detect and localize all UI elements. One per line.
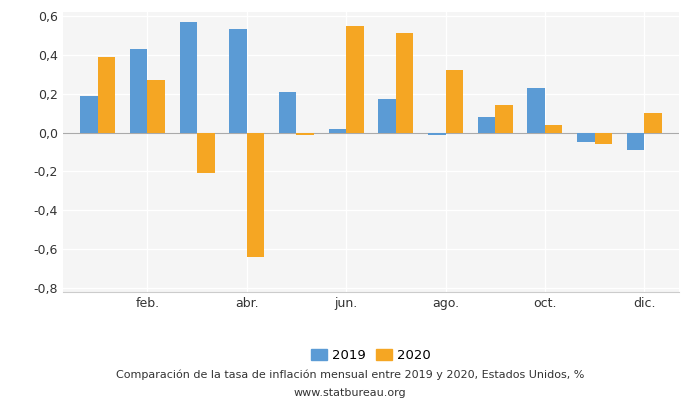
Bar (545, 125, 562, 132)
Bar (279, 92, 297, 132)
Bar (130, 49, 148, 132)
Bar (495, 105, 512, 132)
Bar (578, 132, 594, 142)
Bar (626, 132, 644, 150)
Bar (644, 113, 661, 132)
Bar (98, 57, 116, 132)
Bar (379, 100, 396, 132)
Bar (148, 80, 164, 132)
Bar (80, 96, 98, 132)
Bar (297, 132, 314, 134)
Bar (197, 132, 214, 173)
Bar (395, 33, 413, 132)
Bar (445, 70, 463, 132)
Bar (247, 132, 264, 257)
Bar (230, 30, 247, 132)
Bar (329, 129, 346, 132)
Bar (346, 26, 363, 132)
Bar (478, 117, 495, 132)
Text: www.statbureau.org: www.statbureau.org (294, 388, 406, 398)
Bar (428, 132, 445, 134)
Bar (528, 88, 545, 132)
Legend: 2019, 2020: 2019, 2020 (306, 343, 436, 367)
Bar (594, 132, 612, 144)
Text: Comparación de la tasa de inflación mensual entre 2019 y 2020, Estados Unidos, %: Comparación de la tasa de inflación mens… (116, 370, 584, 380)
Bar (180, 22, 197, 132)
